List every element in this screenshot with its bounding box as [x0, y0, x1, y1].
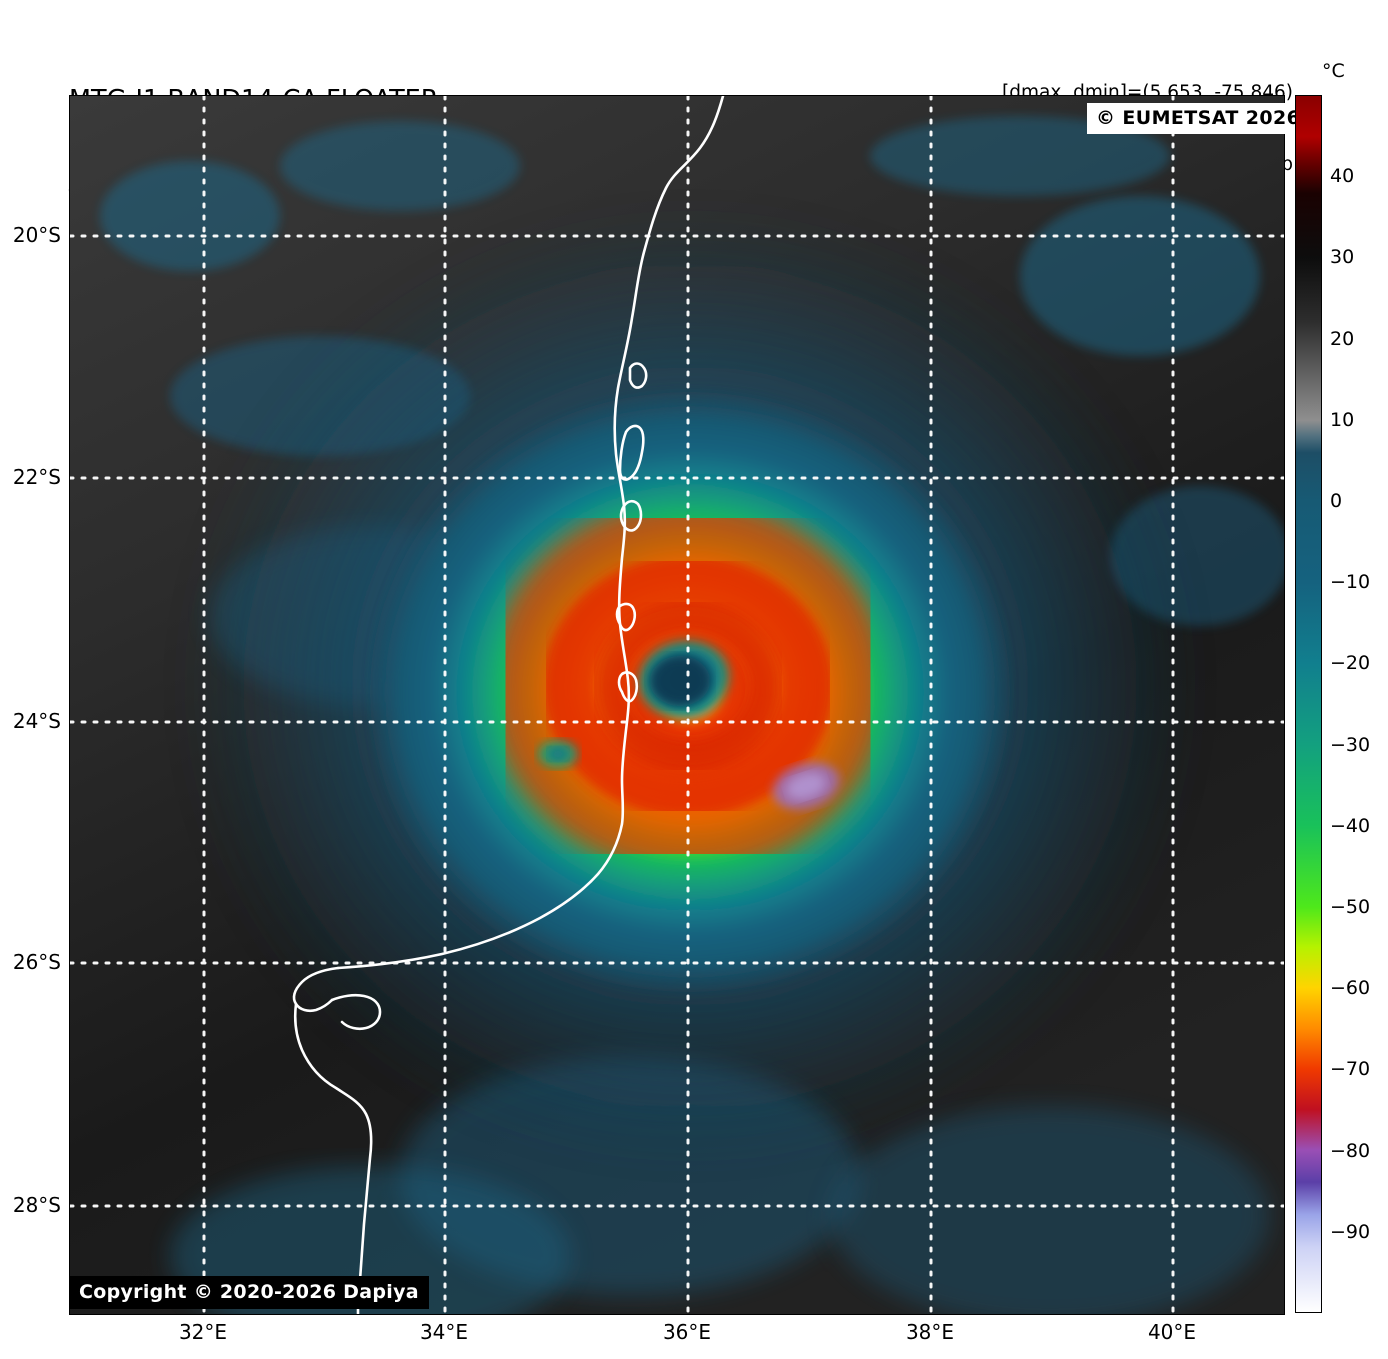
xtick-38E: 38°E: [905, 1320, 955, 1344]
colorbar-tick-7: −30: [1330, 733, 1371, 756]
xtick-32E: 32°E: [178, 1320, 228, 1344]
ytick-22S: 22°S: [12, 465, 61, 489]
satellite-imagery: [70, 96, 1284, 1314]
colorbar-tick-10: −60: [1330, 977, 1371, 1000]
colorbar-tick-13: −90: [1330, 1220, 1371, 1243]
colorbar-tick-8: −40: [1330, 814, 1371, 837]
ytick-20S: 20°S: [12, 223, 61, 247]
colorbar-gradient: [1296, 96, 1321, 1312]
colorbar-unit-label: °C: [1322, 60, 1345, 82]
grid-lines: [70, 96, 1284, 1314]
colorbar-tick-1: 30: [1330, 246, 1355, 269]
xtick-34E: 34°E: [419, 1320, 469, 1344]
ytick-28S: 28°S: [12, 1193, 61, 1217]
xtick-36E: 36°E: [662, 1320, 712, 1344]
colorbar-tick-3: 10: [1330, 408, 1355, 431]
xtick-40E: 40°E: [1147, 1320, 1197, 1344]
warm-slot-west: [538, 740, 578, 768]
colorbar-tick-9: −50: [1330, 896, 1371, 918]
cold-overshoot-top: [772, 762, 840, 810]
satellite-image-plot: [69, 95, 1285, 1315]
colorbar-tick-4: 0: [1330, 490, 1343, 512]
colorbar-tick-2: 20: [1330, 327, 1355, 350]
coastline-overlay: [292, 96, 725, 1314]
ytick-24S: 24°S: [12, 709, 61, 733]
cyclone-eye: [636, 638, 732, 720]
ytick-26S: 26°S: [12, 950, 61, 974]
colorbar-tick-12: −80: [1330, 1139, 1371, 1162]
colorbar-tick-5: −10: [1330, 571, 1371, 594]
colorbar: [1295, 95, 1322, 1313]
colorbar-tick-6: −20: [1330, 652, 1371, 675]
colorbar-tick-0: 40: [1330, 165, 1355, 188]
dapiya-copyright-badge: Copyright © 2020-2026 Dapiya: [69, 1276, 429, 1309]
eumetsat-copyright-badge: © EUMETSAT 2026: [1087, 103, 1310, 134]
colorbar-tick-11: −70: [1330, 1058, 1371, 1081]
